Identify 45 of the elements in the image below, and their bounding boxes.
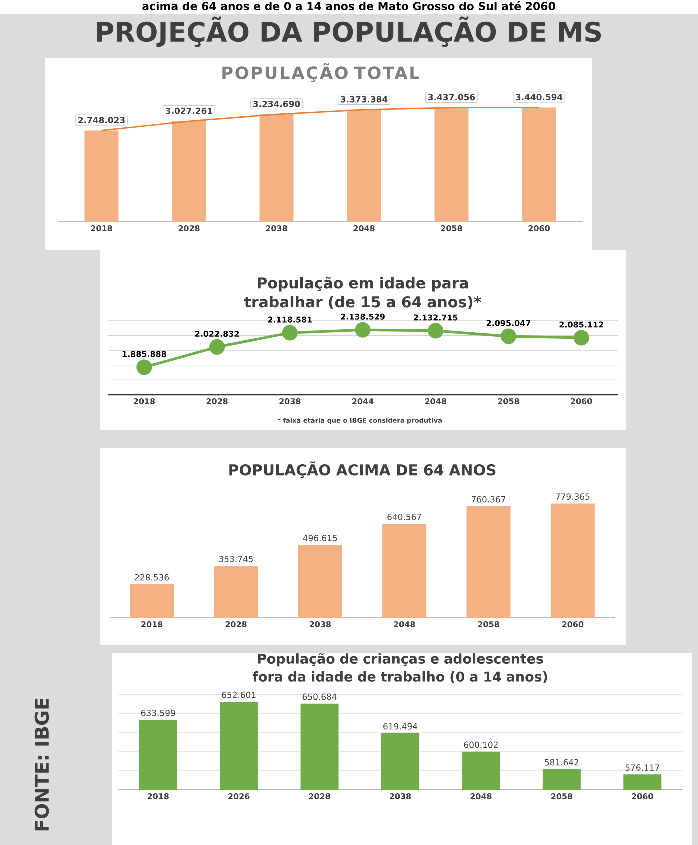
source-note: FONTE: IBGE: [34, 698, 50, 831]
bar: [466, 506, 511, 618]
bar: [84, 130, 119, 222]
data-label: 496.615: [303, 535, 338, 542]
point: [282, 325, 298, 341]
point: [428, 323, 444, 339]
data-label: 760.367: [472, 496, 506, 503]
point: [355, 322, 371, 338]
text: acima de 64 anos e de 0 a 14 anos de Mato Grosso do Sul até 2060: [142, 2, 556, 10]
data-label: 640.567: [388, 514, 422, 520]
text: PROJEÇÃO DA POPULAÇÃO DE MS: [97, 16, 602, 48]
chart-title: POPULAÇÃO ACIMA DE 64 ANOS: [230, 462, 496, 478]
data-label: 779.365: [556, 494, 590, 500]
data-label: 650.684: [302, 694, 337, 700]
data-label: 581.642: [545, 759, 579, 766]
data-label: 576.117: [626, 764, 660, 771]
data-label: 353.745: [219, 556, 254, 562]
data-label: 228.536: [135, 574, 170, 581]
chart-title: População em idade para trabalhar (de 15 a 64 anos)*: [244, 276, 482, 310]
data-label: 3.440.594: [516, 94, 563, 101]
bar: [172, 121, 206, 222]
bar: [298, 545, 342, 618]
bar: [214, 566, 258, 618]
chart-title: População de crianças e adolescentes fora da idade de trabalho (0 a 14 anos): [252, 653, 548, 684]
data-label: 3.373.384: [340, 96, 388, 103]
data-label: 3.027.261: [166, 108, 213, 114]
bar: [347, 110, 382, 222]
bar: [130, 584, 174, 618]
data-label: 600.102: [464, 742, 498, 748]
data-label: 3.437.056: [428, 94, 476, 101]
bar: [550, 504, 595, 618]
point: [500, 328, 516, 344]
data-label: 619.494: [384, 723, 418, 730]
data-label: 3.234.690: [253, 100, 300, 108]
point: [210, 339, 226, 355]
data-label: 2.748.023: [78, 117, 125, 124]
data-label: 652.601: [222, 692, 256, 698]
bar: [260, 114, 294, 222]
chart-title: POPULAÇÃO TOTAL: [222, 63, 420, 82]
bar: [434, 108, 469, 222]
point: [136, 360, 152, 376]
bar: [522, 108, 556, 222]
bar: [382, 524, 427, 618]
data-label: 633.599: [141, 710, 176, 716]
point: [574, 330, 590, 346]
